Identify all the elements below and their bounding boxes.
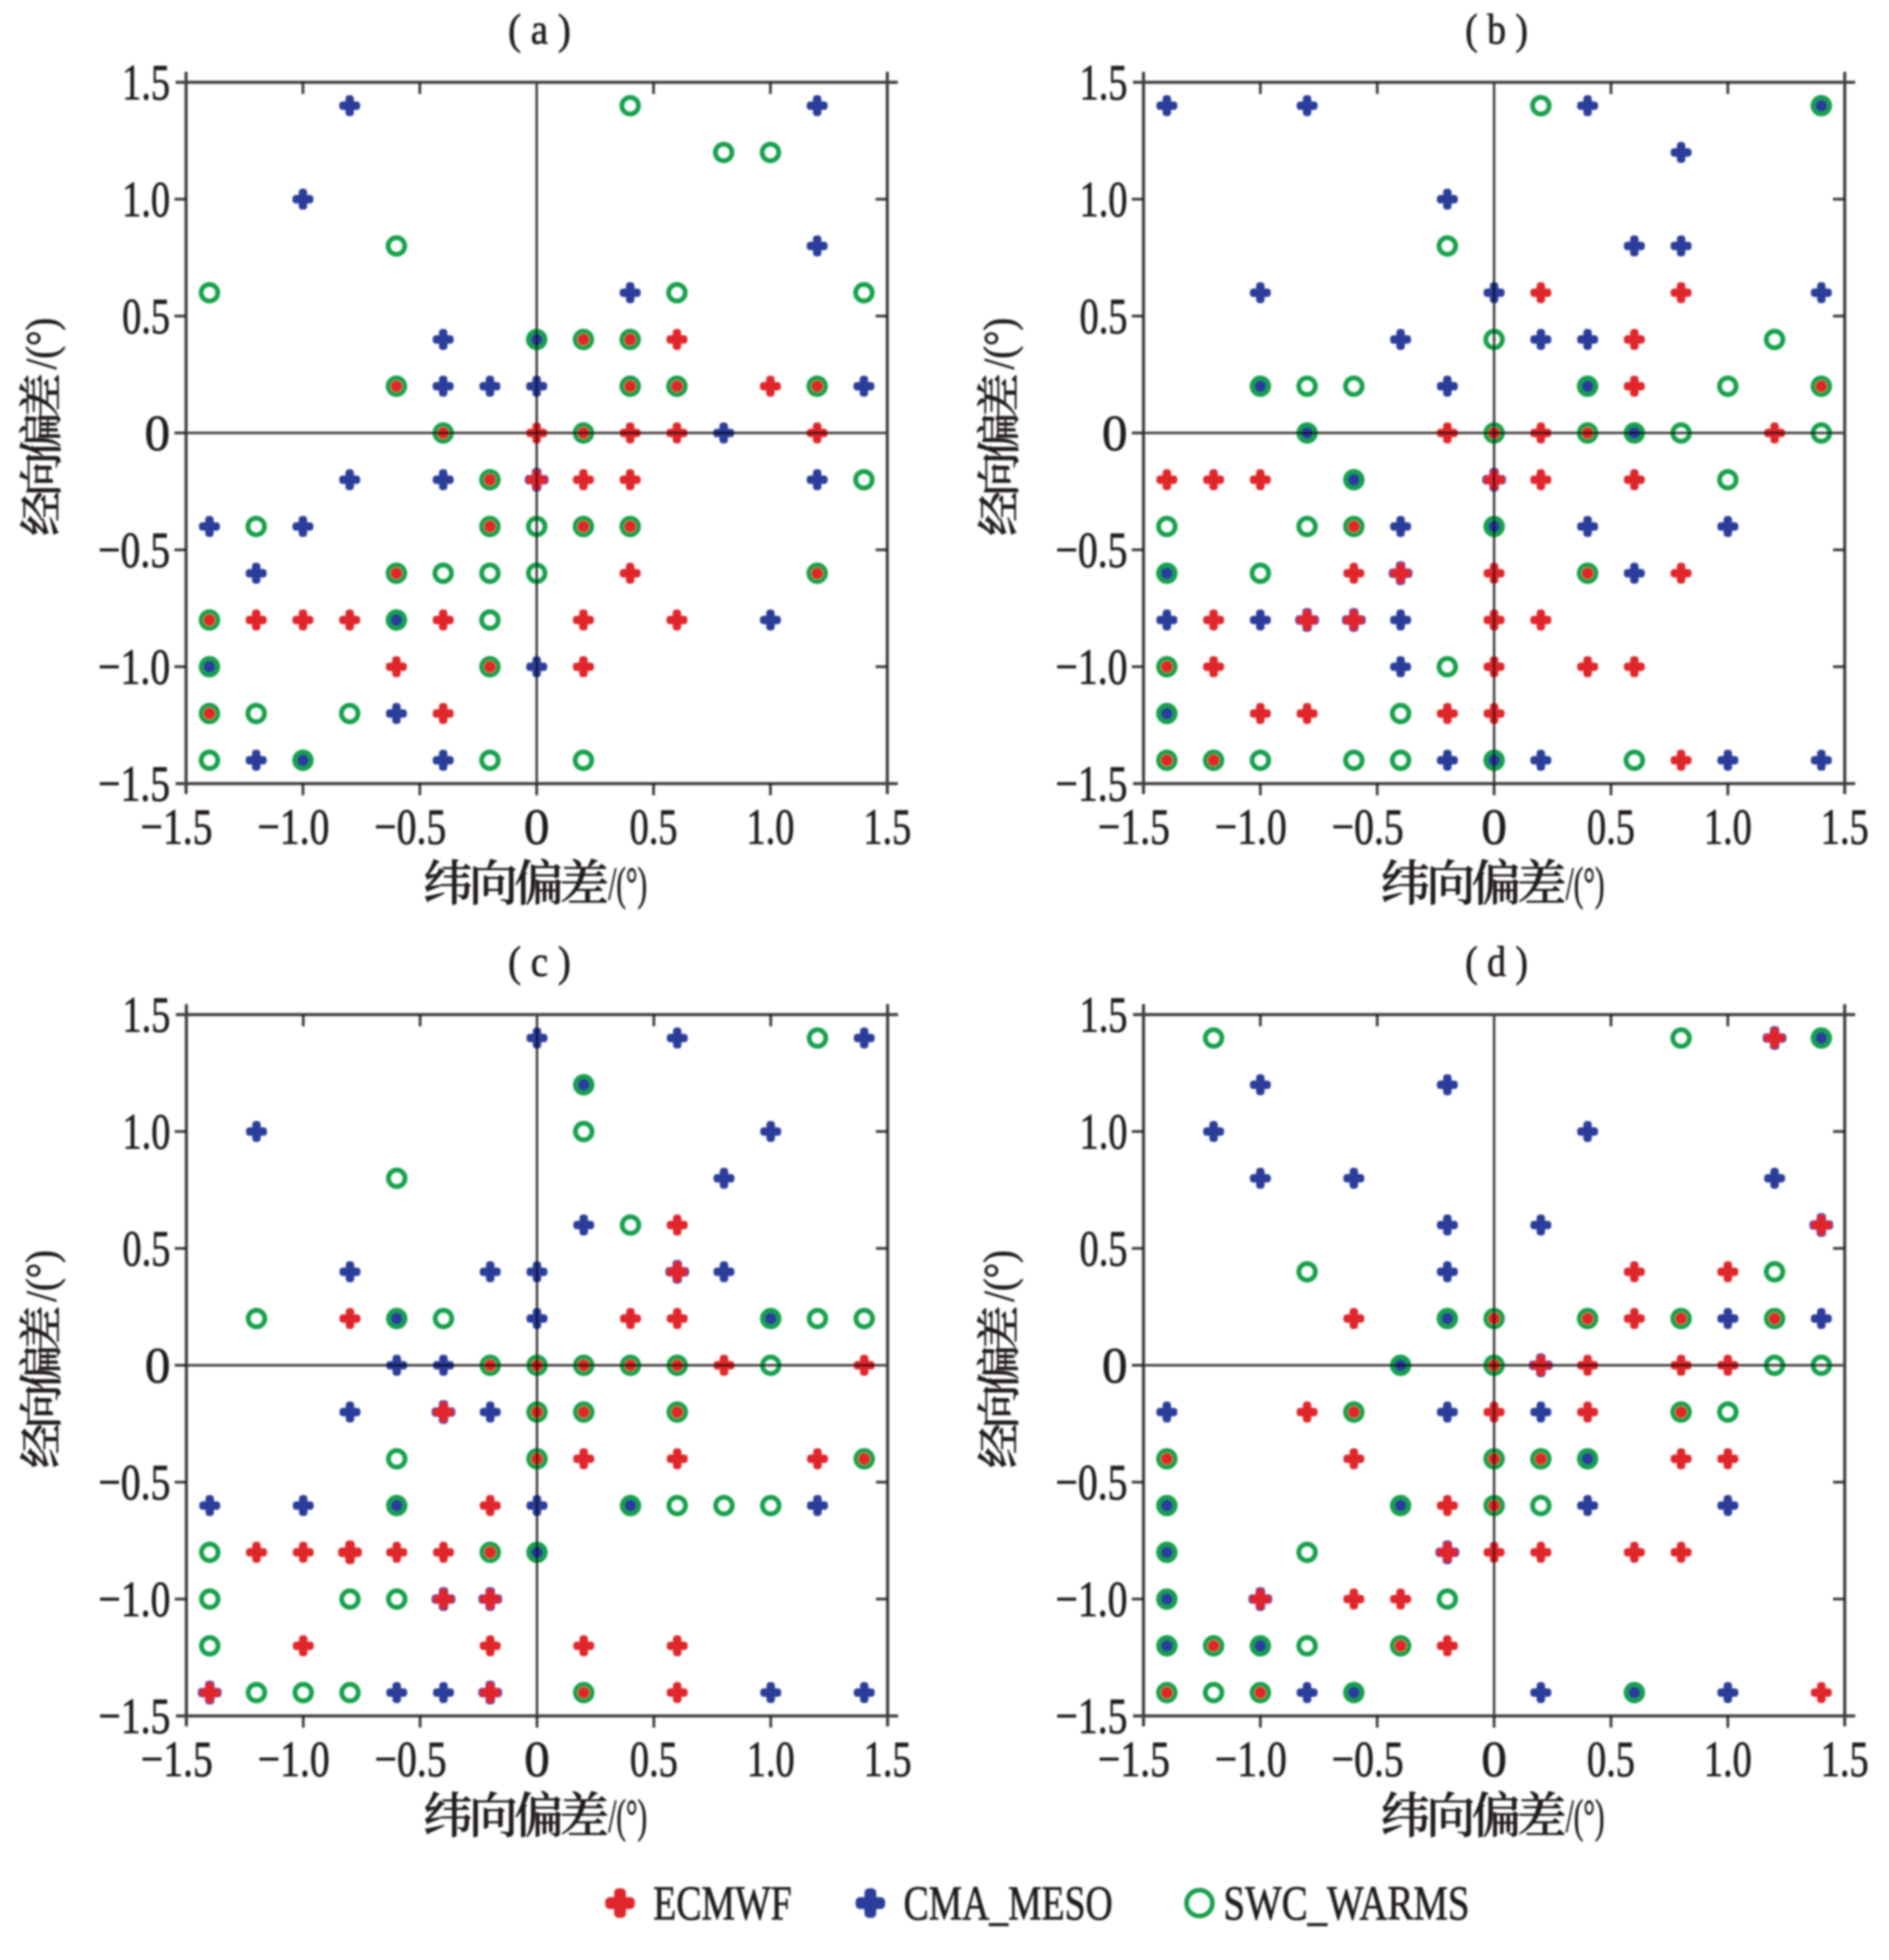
svg-text:−1.0: −1.0 — [1056, 638, 1127, 695]
svg-text:1.5: 1.5 — [122, 986, 170, 1043]
svg-text:1.0: 1.0 — [1080, 170, 1127, 227]
svg-text:/(°): /(°) — [608, 858, 647, 910]
svg-text:−1.0: −1.0 — [258, 798, 330, 855]
svg-text:1.0: 1.0 — [747, 1731, 795, 1787]
svg-text:−1.5: −1.5 — [141, 1731, 213, 1787]
svg-text:−1.5: −1.5 — [1098, 1731, 1170, 1787]
svg-text:−1.0: −1.0 — [1215, 1731, 1287, 1787]
svg-text:0.5: 0.5 — [1587, 1731, 1635, 1787]
svg-text:1.0: 1.0 — [747, 798, 795, 855]
svg-text:−0.5: −0.5 — [98, 1454, 170, 1510]
svg-text:−0.5: −0.5 — [375, 798, 447, 855]
svg-text:−0.5: −0.5 — [1056, 1454, 1127, 1510]
svg-text:1.0: 1.0 — [1080, 1103, 1127, 1160]
svg-text:/(°): /(°) — [1566, 1791, 1605, 1842]
svg-text:−0.5: −0.5 — [98, 521, 170, 578]
svg-text:−1.0: −1.0 — [1056, 1571, 1127, 1627]
svg-text:−1.0: −1.0 — [98, 1571, 170, 1627]
svg-text:/(°): /(°) — [17, 1250, 66, 1302]
svg-text:CMA_MESO: CMA_MESO — [904, 1877, 1113, 1930]
svg-text:−1.5: −1.5 — [98, 755, 170, 811]
svg-text:0: 0 — [524, 1731, 550, 1787]
svg-text:0: 0 — [145, 404, 170, 461]
svg-text:/(°): /(°) — [1566, 858, 1605, 910]
svg-text:1.5: 1.5 — [864, 1731, 912, 1787]
svg-text:( c ): ( c ) — [508, 939, 571, 986]
svg-text:0.5: 0.5 — [630, 1731, 678, 1787]
svg-text:0: 0 — [524, 798, 550, 855]
svg-text:−0.5: −0.5 — [1332, 1731, 1404, 1787]
svg-text:1.0: 1.0 — [122, 170, 170, 227]
svg-text:0: 0 — [1102, 1337, 1128, 1393]
svg-text:0: 0 — [1102, 404, 1128, 461]
svg-text:/(°): /(°) — [975, 1250, 1024, 1302]
svg-text:SWC_WARMS: SWC_WARMS — [1223, 1877, 1469, 1930]
svg-text:1.0: 1.0 — [122, 1103, 170, 1160]
svg-text:0: 0 — [145, 1337, 171, 1393]
svg-text:1.5: 1.5 — [1080, 54, 1127, 110]
svg-text:0.5: 0.5 — [1080, 287, 1127, 344]
svg-text:/(°): /(°) — [17, 318, 66, 370]
svg-text:−0.5: −0.5 — [375, 1731, 447, 1787]
svg-text:0.5: 0.5 — [630, 798, 678, 855]
svg-text:1.5: 1.5 — [864, 798, 912, 855]
svg-text:−1.5: −1.5 — [141, 798, 213, 855]
svg-text:−0.5: −0.5 — [1056, 521, 1127, 578]
svg-text:−0.5: −0.5 — [1332, 798, 1404, 855]
svg-text:−1.5: −1.5 — [98, 1687, 170, 1744]
svg-text:0.5: 0.5 — [122, 1220, 170, 1277]
svg-text:1.0: 1.0 — [1704, 798, 1752, 855]
svg-text:1.5: 1.5 — [1821, 1731, 1869, 1787]
svg-text:−1.5: −1.5 — [1056, 1687, 1127, 1744]
svg-text:0.5: 0.5 — [122, 287, 170, 344]
svg-text:ECMWF: ECMWF — [653, 1877, 792, 1930]
svg-text:0: 0 — [1481, 798, 1507, 855]
svg-text:( d ): ( d ) — [1465, 939, 1528, 986]
svg-text:0.5: 0.5 — [1587, 798, 1635, 855]
svg-text:−1.5: −1.5 — [1098, 798, 1170, 855]
svg-text:/(°): /(°) — [608, 1791, 647, 1842]
svg-text:1.5: 1.5 — [1080, 986, 1127, 1043]
svg-text:−1.0: −1.0 — [98, 638, 170, 695]
svg-text:−1.0: −1.0 — [258, 1731, 330, 1787]
svg-text:/(°): /(°) — [975, 318, 1024, 370]
svg-text:0.5: 0.5 — [1080, 1220, 1127, 1277]
svg-text:1.5: 1.5 — [1821, 798, 1869, 855]
svg-text:( a ): ( a ) — [508, 6, 571, 54]
svg-text:( b ): ( b ) — [1465, 6, 1528, 54]
svg-text:−1.0: −1.0 — [1215, 798, 1287, 855]
svg-text:1.0: 1.0 — [1704, 1731, 1752, 1787]
svg-text:−1.5: −1.5 — [1056, 755, 1127, 811]
svg-text:0: 0 — [1481, 1731, 1507, 1787]
svg-text:1.5: 1.5 — [122, 54, 170, 110]
